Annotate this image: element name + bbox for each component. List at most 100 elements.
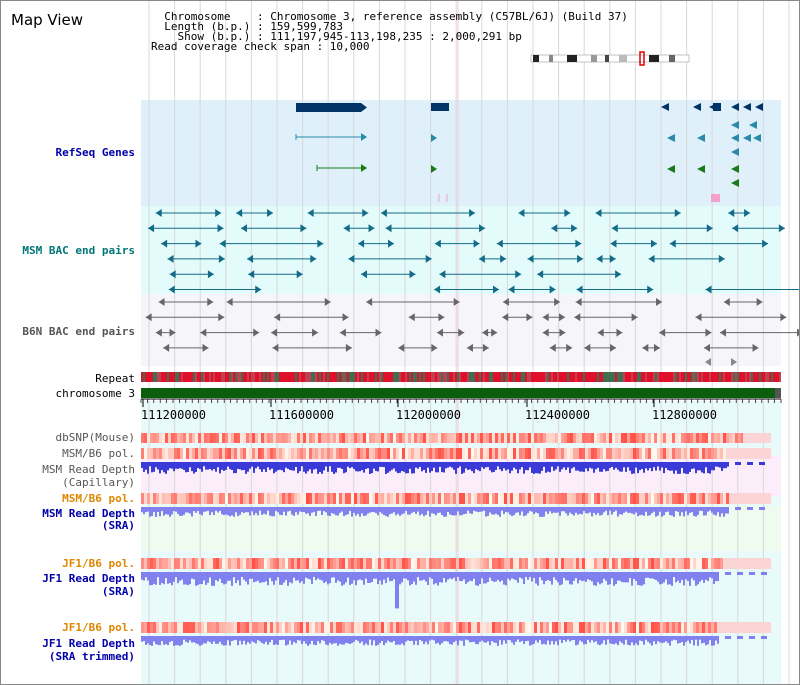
heat-cell: [522, 433, 525, 443]
heat-cell: [654, 558, 657, 569]
heat-cell: [177, 558, 180, 569]
bac-end-marker: [502, 298, 509, 306]
depth-bar: [669, 572, 671, 585]
depth-bar: [223, 462, 225, 471]
heat-cell: [486, 493, 489, 504]
heat-cell: [621, 493, 624, 504]
heat-cell: [564, 493, 567, 504]
heat-cell: [591, 622, 594, 633]
repeat-segment: [495, 372, 497, 382]
axis-tick-label: 111200000: [141, 408, 207, 422]
depth-bar: [617, 462, 619, 470]
depth-bar: [633, 462, 635, 474]
heat-cell: [318, 433, 321, 443]
depth-bar: [299, 462, 301, 472]
depth-bar: [277, 636, 279, 645]
repeat-segment: [281, 372, 283, 382]
heat-cell: [222, 622, 225, 633]
heat-cell: [480, 493, 483, 504]
depth-bar: [267, 636, 269, 645]
heat-cell: [453, 433, 456, 443]
bac-end-marker: [241, 224, 248, 233]
heat-cell: [273, 448, 276, 459]
depth-bar: [279, 636, 281, 640]
repeat-segment: [367, 372, 369, 382]
heat-cell: [207, 433, 210, 443]
heat-cell: [570, 558, 573, 569]
heat-cell: [543, 558, 546, 569]
depth-bar: [433, 572, 435, 585]
heat-cell: [480, 433, 483, 443]
heat-cell: [657, 433, 660, 443]
repeat-segment: [283, 372, 285, 382]
depth-bar: [169, 636, 171, 642]
heat-cell: [381, 622, 384, 633]
repeat-segment: [207, 372, 209, 382]
heat-cell: [684, 558, 687, 569]
depth-bar: [505, 572, 507, 586]
depth-bar: [227, 507, 229, 516]
depth-bar: [657, 507, 659, 516]
heat-cell: [606, 558, 609, 569]
repeat-segment: [779, 372, 781, 382]
repeat-segment: [309, 372, 311, 382]
repeat-segment: [499, 372, 501, 382]
depth-bar: [585, 507, 587, 514]
heat-cell: [378, 558, 381, 569]
repeat-segment: [143, 372, 145, 382]
bac-end-marker: [575, 298, 582, 306]
depth-bar: [545, 636, 547, 645]
depth-bar: [549, 507, 551, 512]
heat-cell: [540, 493, 543, 504]
bac-end-marker: [537, 270, 544, 279]
depth-bar: [181, 507, 183, 516]
heat-cell: [342, 448, 345, 459]
depth-bar: [453, 572, 455, 578]
heat-cell: [636, 622, 639, 633]
heat-cell: [468, 493, 471, 504]
heat-cell: [708, 558, 711, 569]
depth-bar: [335, 572, 337, 583]
depth-bar: [235, 507, 237, 513]
depth-bar: [169, 462, 171, 469]
heat-cell: [330, 433, 333, 443]
depth-bar: [537, 507, 539, 514]
heat-cell: [477, 558, 480, 569]
repeat-segment: [287, 372, 289, 382]
track-label-refseq-genes[interactable]: RefSeq Genes: [55, 146, 135, 159]
depth-bar: [619, 462, 621, 472]
track-label-msm-depth-sra-sub: (SRA): [101, 519, 135, 532]
heat-cell: [597, 558, 600, 569]
heat-cell: [393, 493, 396, 504]
depth-bar: [665, 572, 667, 580]
heat-cell: [564, 448, 567, 459]
depth-bar: [309, 507, 311, 516]
depth-bar: [685, 572, 687, 580]
heat-cell: [582, 493, 585, 504]
heat-cell: [743, 433, 771, 443]
heat-cell: [156, 493, 159, 504]
depth-bar: [353, 636, 355, 642]
depth-bar: [497, 507, 499, 515]
heat-cell: [723, 493, 726, 504]
depth-bar: [189, 636, 191, 641]
heat-cell: [438, 622, 441, 633]
heat-cell: [234, 622, 237, 633]
depth-bar: [257, 572, 259, 581]
heat-cell: [474, 448, 477, 459]
track-label-msm-bac[interactable]: MSM BAC end pairs: [22, 244, 135, 257]
heat-cell: [177, 622, 180, 633]
depth-bar: [313, 462, 315, 470]
heat-cell: [321, 622, 324, 633]
heat-cell: [651, 622, 654, 633]
heat-cell: [330, 448, 333, 459]
depth-bar: [555, 507, 557, 513]
depth-bar: [497, 462, 499, 467]
track-label-b6n-bac[interactable]: B6N BAC end pairs: [22, 325, 135, 338]
heat-cell: [240, 493, 243, 504]
depth-bar: [693, 462, 695, 469]
depth-bar: [313, 636, 315, 645]
heat-cell: [708, 622, 711, 633]
heat-cell: [351, 622, 354, 633]
bac-end-marker: [584, 343, 591, 352]
